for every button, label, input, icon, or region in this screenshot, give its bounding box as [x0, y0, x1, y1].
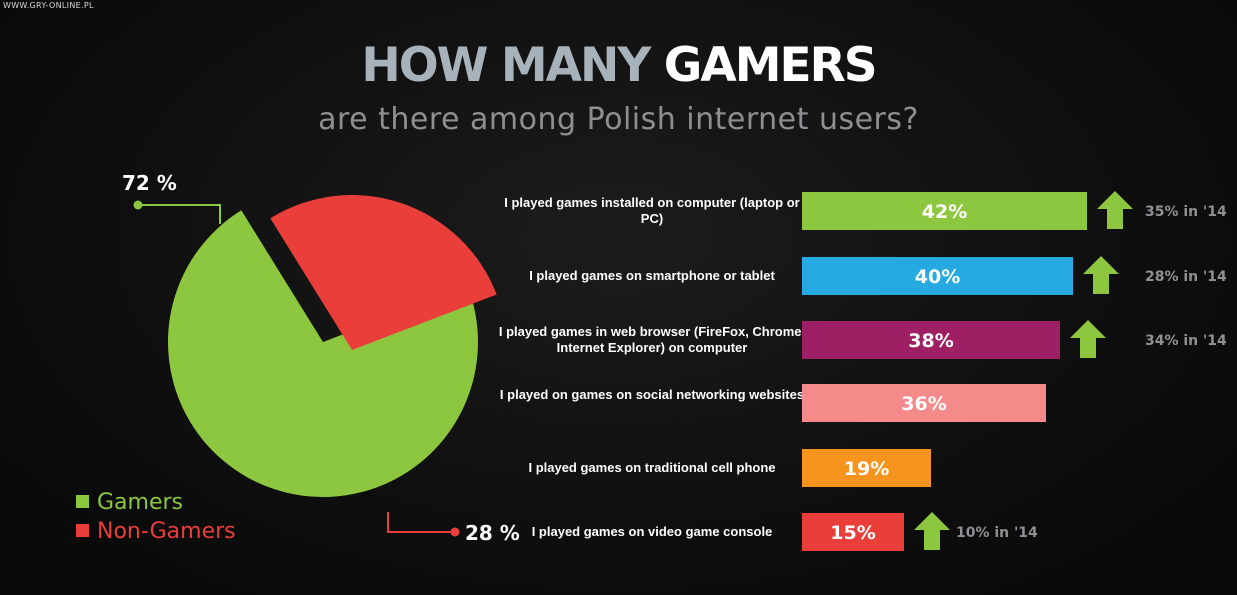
page-title: HOW MANY GAMERS [0, 38, 1237, 94]
gamers-leader-line [138, 204, 221, 224]
page-subtitle: are there among Polish internet users? [318, 102, 919, 137]
bar: 42% [802, 192, 1087, 230]
non-gamers-leader-line [387, 512, 455, 533]
gamers-value-label: 72 % [122, 171, 177, 195]
pie-slice-non-gamers [270, 195, 497, 350]
comparison-label: 10% in '14 [956, 525, 1038, 541]
bar-category-label: I played games on smartphone or tablet [529, 268, 775, 283]
bar: 40% [802, 257, 1073, 295]
up-arrow-icon [1070, 320, 1106, 358]
legend-swatch-gamers [76, 495, 89, 508]
bar-value-label: 38% [908, 330, 954, 352]
bar-category-label: I played games installed on computer (la… [504, 195, 800, 226]
bar-value-label: 42% [921, 201, 968, 223]
bar-value-label: 19% [843, 458, 890, 480]
bar: 38% [802, 321, 1060, 359]
up-arrow-icon [914, 512, 950, 550]
legend-label-non-gamers: Non-Gamers [97, 519, 236, 544]
title-part-1: HOW MANY [361, 38, 651, 93]
legend-item-gamers: Gamers [76, 490, 183, 515]
bar-value-label: 36% [901, 393, 947, 415]
bar: 36% [802, 384, 1046, 422]
up-arrow-icon [1083, 256, 1119, 294]
bar: 19% [802, 449, 931, 487]
comparison-label: 28% in '14 [1145, 269, 1227, 285]
non-gamers-value-label: 28 % [465, 521, 520, 545]
bar-category-label: I played games on video game console [531, 524, 773, 539]
legend-label-gamers: Gamers [97, 490, 184, 515]
bar-category-label: I played games in web browser (FireFox, … [498, 324, 806, 355]
non-gamers-leader-dot [450, 527, 460, 537]
bar-category-label: I played games on traditional cell phone [528, 460, 776, 475]
comparison-label: 34% in '14 [1145, 333, 1227, 349]
legend-item-non-gamers: Non-Gamers [76, 519, 236, 544]
legend-swatch-non-gamers [76, 524, 89, 537]
title-part-2: GAMERS [663, 38, 878, 93]
gamers-leader-dot [133, 200, 143, 210]
bar: 15% [802, 513, 904, 551]
watermark: WWW.GRY-ONLINE.PL [3, 1, 94, 10]
up-arrow-icon [1097, 191, 1133, 229]
comparison-label: 35% in '14 [1145, 204, 1227, 220]
bar-value-label: 40% [914, 266, 961, 288]
pie-slice-gamers [167, 210, 478, 498]
bar-category-label: I played on games on social networking w… [499, 387, 805, 402]
bar-value-label: 15% [830, 522, 876, 544]
